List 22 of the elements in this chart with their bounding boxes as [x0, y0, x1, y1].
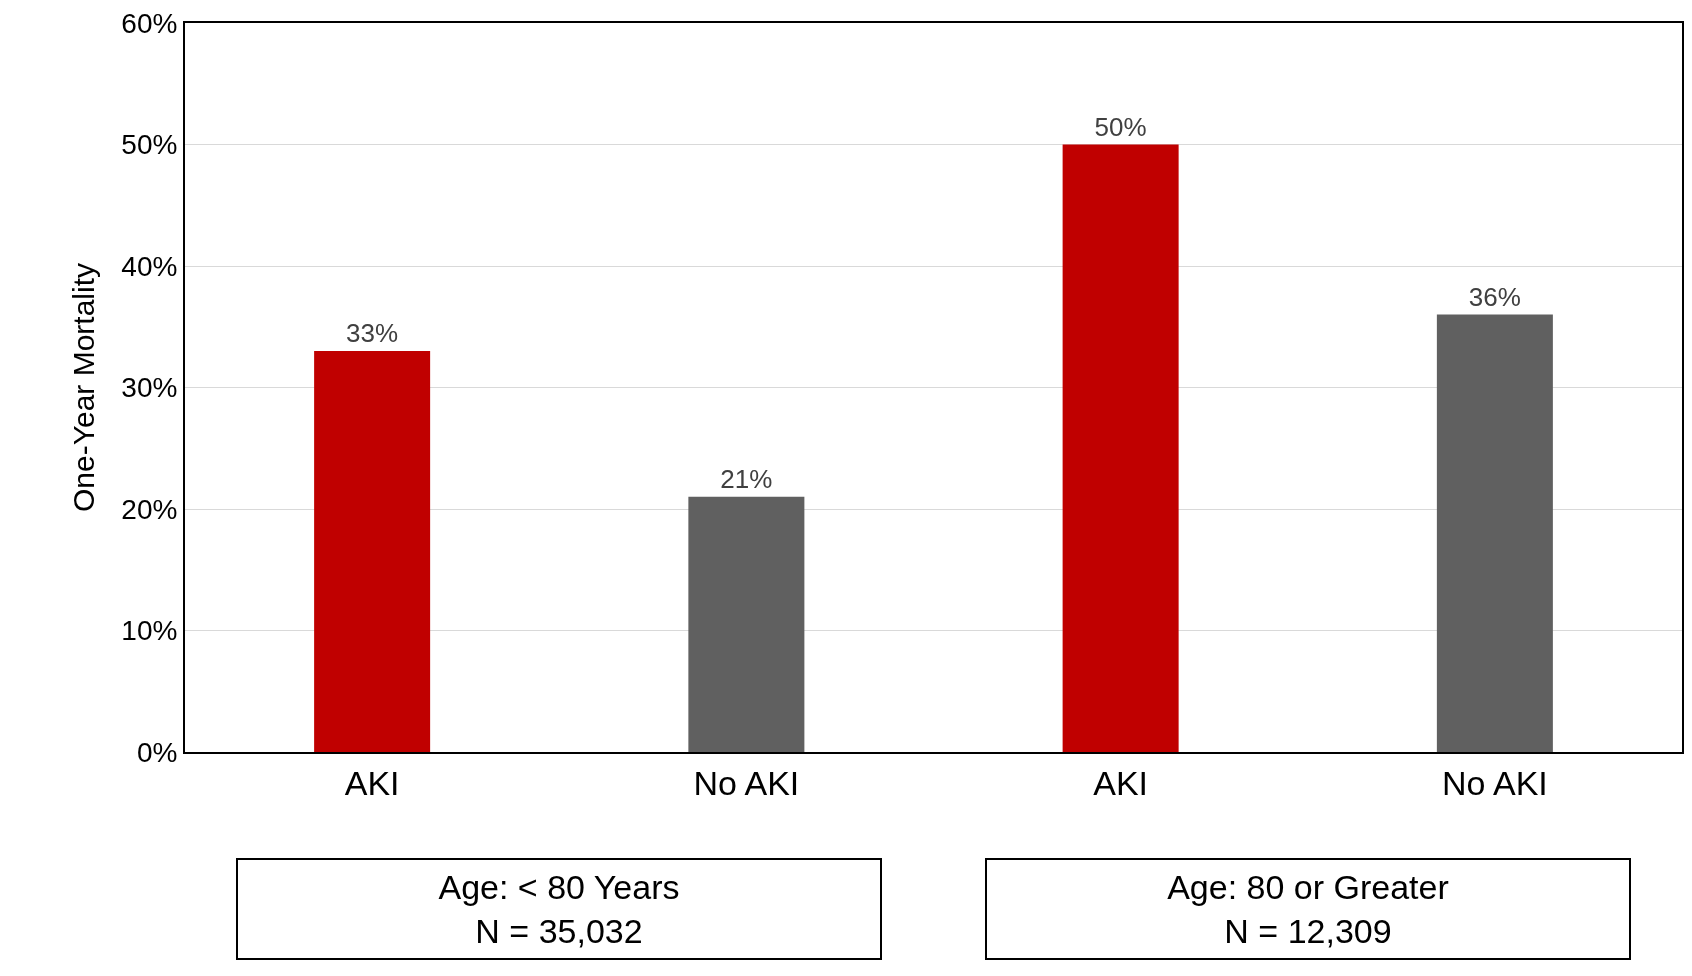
data-label: 50% [1094, 111, 1147, 142]
data-label: 36% [1468, 281, 1521, 312]
bar [1436, 314, 1553, 752]
y-tick-label: 40% [121, 250, 178, 282]
x-tick-label: No AKI [693, 763, 800, 802]
y-tick-label: 0% [136, 736, 178, 768]
y-tick-label: 60% [121, 7, 178, 39]
y-tick-label: 10% [121, 615, 178, 647]
data-label: 33% [346, 318, 399, 349]
text: Age: 80 or Greater N = 12,309 [1167, 867, 1449, 951]
y-tick-label: 30% [121, 372, 178, 404]
x-tick-label: AKI [344, 763, 400, 802]
text: Age: < 80 Years N = 35,032 [438, 867, 680, 951]
bar [1062, 144, 1179, 752]
x-tick-label: AKI [1093, 763, 1149, 802]
data-label: 21% [720, 463, 773, 494]
bar [314, 351, 431, 752]
y-tick-label: 20% [121, 493, 178, 525]
y-tick-label: 50% [121, 129, 178, 161]
bar [688, 496, 805, 752]
x-tick-label: No AKI [1441, 763, 1548, 802]
y-axis-title: One-Year Mortality [66, 263, 100, 512]
